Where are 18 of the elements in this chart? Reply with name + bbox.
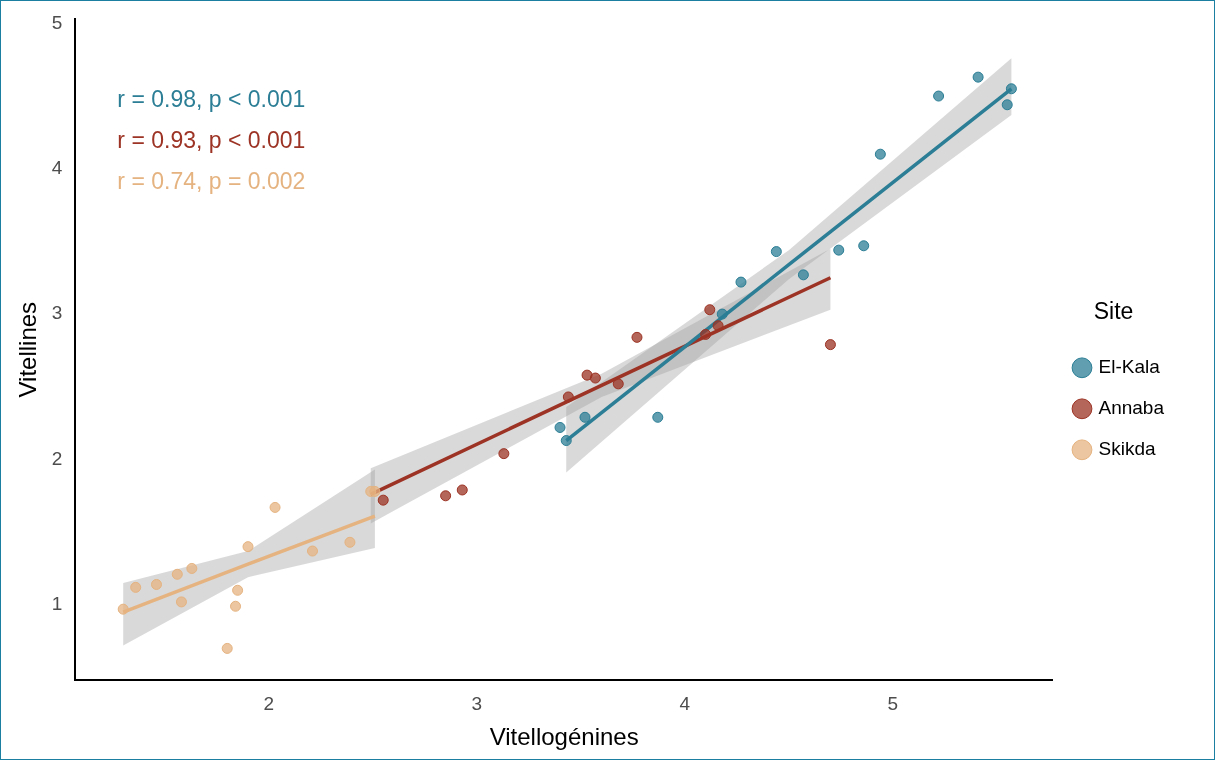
y-tick-label: 1 bbox=[51, 593, 63, 615]
y-tick-label: 5 bbox=[51, 11, 63, 33]
x-tick-label: 3 bbox=[471, 693, 483, 715]
annotation: r = 0.93, p < 0.001 bbox=[117, 127, 306, 154]
y-tick-label: 3 bbox=[51, 302, 63, 324]
y-tick-label: 2 bbox=[51, 447, 63, 469]
annotation: r = 0.98, p < 0.001 bbox=[117, 86, 306, 113]
y-axis-title: Vitellines bbox=[14, 301, 42, 398]
legend-label: El-Kala bbox=[1098, 356, 1161, 378]
x-tick-label: 4 bbox=[679, 693, 691, 715]
legend-label: Annaba bbox=[1098, 397, 1165, 419]
legend-title: Site bbox=[1093, 297, 1134, 324]
y-tick-label: 4 bbox=[51, 156, 63, 178]
x-axis-title: Vitellogénines bbox=[489, 723, 639, 751]
legend-label: Skikda bbox=[1098, 438, 1156, 460]
x-tick-label: 5 bbox=[887, 693, 899, 715]
annotation: r = 0.74, p = 0.002 bbox=[117, 168, 306, 195]
x-tick-label: 2 bbox=[263, 693, 275, 715]
